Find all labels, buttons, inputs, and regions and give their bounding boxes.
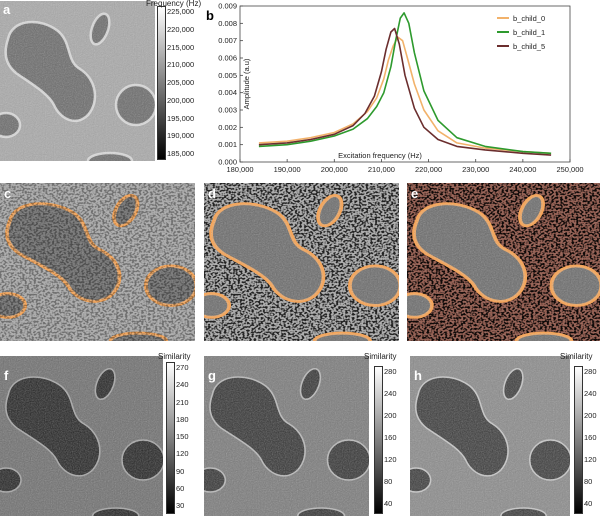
- x-tick-label: 240,000: [509, 165, 536, 174]
- colorbar-tick-label: 280: [384, 367, 397, 376]
- series-line-b_child_5: [258, 27, 552, 156]
- similarity-colorbar-g: [374, 366, 383, 514]
- panel-a: a Frequency (Hz) 225,000 220,000 215,000 21…: [0, 0, 202, 162]
- cluster-overlay-image-e: [407, 183, 600, 341]
- y-tick-label: 0.000: [218, 158, 237, 167]
- frequency-colorbar: [157, 6, 166, 160]
- y-axis-label: Amplitude (a.u): [242, 58, 251, 109]
- colorbar-tick-label: 90: [176, 466, 185, 476]
- colorbar-tick-label: 150: [176, 432, 189, 441]
- similarity-map-image-f: [0, 356, 163, 516]
- legend-label-b_child_1: b_child_1: [513, 28, 545, 37]
- colorbar-tick-label: 200,000: [167, 95, 195, 105]
- panel-d: d: [204, 183, 399, 343]
- panel-e: e: [407, 183, 600, 343]
- colorbar-tick-label: 280: [584, 367, 597, 376]
- amplitude-spectrum-chart: 0.000 0.001 0.002 0.003 0.004 0.005 0.006 0.007…: [218, 2, 583, 175]
- colorbar-tick-label: 190,000: [167, 131, 195, 141]
- colorbar-tick-label: 160: [584, 433, 597, 442]
- y-tick-label: 0.008: [218, 19, 237, 28]
- y-tick-label: 0.009: [218, 2, 237, 11]
- x-tick-label: 200,000: [321, 165, 348, 174]
- colorbar-tick-label: 220,000: [167, 24, 195, 34]
- colorbar-tick-label: 120: [584, 455, 597, 464]
- colorbar-tick-label: 80: [384, 477, 393, 486]
- x-tick-label: 250,000: [556, 165, 583, 174]
- x-tick-label: 220,000: [415, 165, 442, 174]
- panel-b: b 0.000 0.001 0.002 0.003 0.004 0.005 0.006 0.0…: [205, 0, 600, 180]
- colorbar-tick-label: 120: [384, 455, 397, 464]
- y-tick-label: 0.002: [218, 123, 237, 132]
- colorbar-tick-label: 270: [176, 363, 189, 372]
- colorbar-tick-label: 240: [584, 389, 597, 398]
- colorbar-tick-label: 215,000: [167, 42, 195, 52]
- similarity-map-image-g: [204, 356, 369, 516]
- similarity-map-image-h: [410, 356, 570, 516]
- panel-c-label: c: [4, 186, 12, 201]
- colorbar-tick-label: 40: [384, 499, 393, 508]
- colorbar-tick-label: 60: [176, 483, 185, 493]
- legend-label-b_child_0: b_child_0: [513, 14, 545, 23]
- y-tick-label: 0.007: [218, 36, 237, 45]
- colorbar-tick-label: 195,000: [167, 113, 195, 123]
- y-tick-label: 0.006: [218, 54, 237, 63]
- panel-d-label: d: [208, 186, 216, 201]
- y-tick-label: 0.004: [218, 88, 237, 97]
- cluster-overlay-image-d: [204, 183, 399, 341]
- x-tick-label: 210,000: [368, 165, 395, 174]
- colorbar-tick-label: 225,000: [167, 7, 195, 16]
- similarity-colorbar-h: [574, 366, 583, 514]
- plot-area: [239, 5, 571, 163]
- panel-a-label: a: [3, 2, 11, 17]
- panel-c: c: [0, 183, 200, 343]
- panel-g-label: g: [208, 368, 216, 383]
- colorbar-tick-label: 40: [584, 499, 593, 508]
- colorbar-tick-label: 210: [176, 397, 189, 407]
- panel-g: g Similarity 280 240 200 160 120 80 40: [204, 352, 404, 516]
- frequency-map-image: [0, 1, 155, 161]
- legend-label-b_child_5: b_child_5: [513, 42, 545, 51]
- panel-f-label: f: [4, 368, 9, 383]
- x-axis-label: Excitation frequency (Hz): [338, 151, 422, 160]
- colorbar-tick-label: 160: [384, 433, 397, 442]
- x-tick-label: 180,000: [226, 165, 253, 174]
- colorbar-tick-label: 200: [584, 411, 597, 420]
- series-line-b_child_1: [258, 12, 552, 155]
- colorbar-tick-label: 30: [176, 501, 185, 510]
- panel-f: f Similarity 270 240 210 180 150 120 90 60 30: [0, 352, 200, 516]
- y-tick-label: 0.003: [218, 106, 237, 115]
- colorbar-tick-label: 240: [384, 389, 397, 398]
- colorbar-tick-label: 210,000: [167, 60, 195, 70]
- panel-b-label: b: [206, 8, 214, 23]
- colorbar-tick-label: 80: [584, 477, 593, 486]
- colorbar-tick-label: 205,000: [167, 78, 195, 87]
- similarity-colorbar-f: [166, 362, 175, 514]
- cluster-overlay-image-c: [0, 183, 195, 341]
- y-tick-label: 0.001: [218, 140, 237, 149]
- colorbar-tick-label: 240: [176, 380, 189, 390]
- colorbar-tick-label: 185,000: [167, 149, 195, 158]
- colorbar-tick-label: 180: [176, 414, 189, 424]
- x-tick-label: 190,000: [274, 165, 301, 174]
- colorbar-tick-label: 200: [384, 411, 397, 420]
- x-tick-label: 230,000: [462, 165, 489, 174]
- y-tick-label: 0.005: [218, 71, 237, 80]
- frequency-colorbar-title: Frequency (Hz): [146, 0, 202, 8]
- similarity-colorbar-f-title: Similarity: [158, 352, 191, 361]
- similarity-colorbar-h-title: Similarity: [560, 352, 593, 361]
- panel-h: h Similarity 280 240 200 160 120 80 40: [410, 352, 600, 516]
- similarity-colorbar-g-title: Similarity: [364, 352, 397, 361]
- colorbar-tick-label: 120: [176, 449, 189, 459]
- panel-h-label: h: [414, 368, 422, 383]
- panel-e-label: e: [411, 186, 419, 201]
